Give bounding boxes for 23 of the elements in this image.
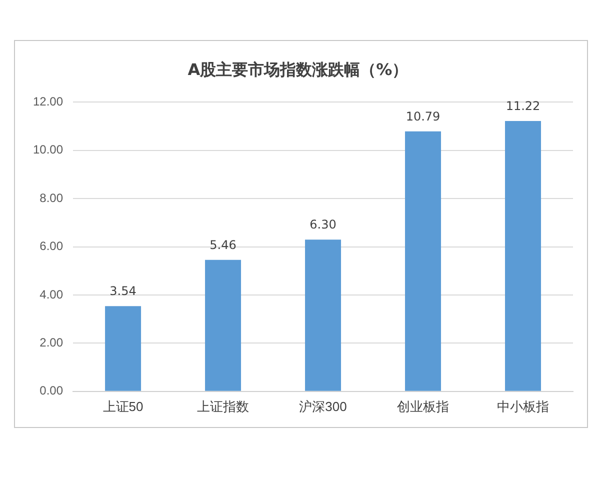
bar <box>205 260 242 391</box>
bar <box>305 240 342 391</box>
data-label: 11.22 <box>506 99 540 114</box>
data-label: 6.30 <box>310 218 336 232</box>
y-tick-label: 0.00 <box>40 384 64 398</box>
bar <box>105 306 142 391</box>
y-tick-label: 10.00 <box>33 142 64 157</box>
x-tick-label: 沪深300 <box>299 398 347 414</box>
y-tick-label: 12.00 <box>33 94 64 109</box>
data-label: 5.46 <box>210 238 236 252</box>
bar <box>405 131 442 391</box>
data-label: 10.79 <box>406 109 440 124</box>
bar <box>505 121 541 391</box>
chart-title: A股主要市场指数涨跌幅（%） <box>188 60 408 79</box>
y-tick-label: 2.00 <box>40 336 64 350</box>
x-tick-label: 上证50 <box>102 398 144 414</box>
y-tick-label: 8.00 <box>40 190 64 205</box>
y-tick-label: 6.00 <box>40 239 64 254</box>
data-label: 3.54 <box>110 284 136 298</box>
x-tick-label: 创业板指 <box>397 398 450 414</box>
x-tick-label: 中小板指 <box>497 398 550 414</box>
x-tick-label: 上证指数 <box>197 398 250 414</box>
y-tick-label: 4.00 <box>40 287 64 302</box>
